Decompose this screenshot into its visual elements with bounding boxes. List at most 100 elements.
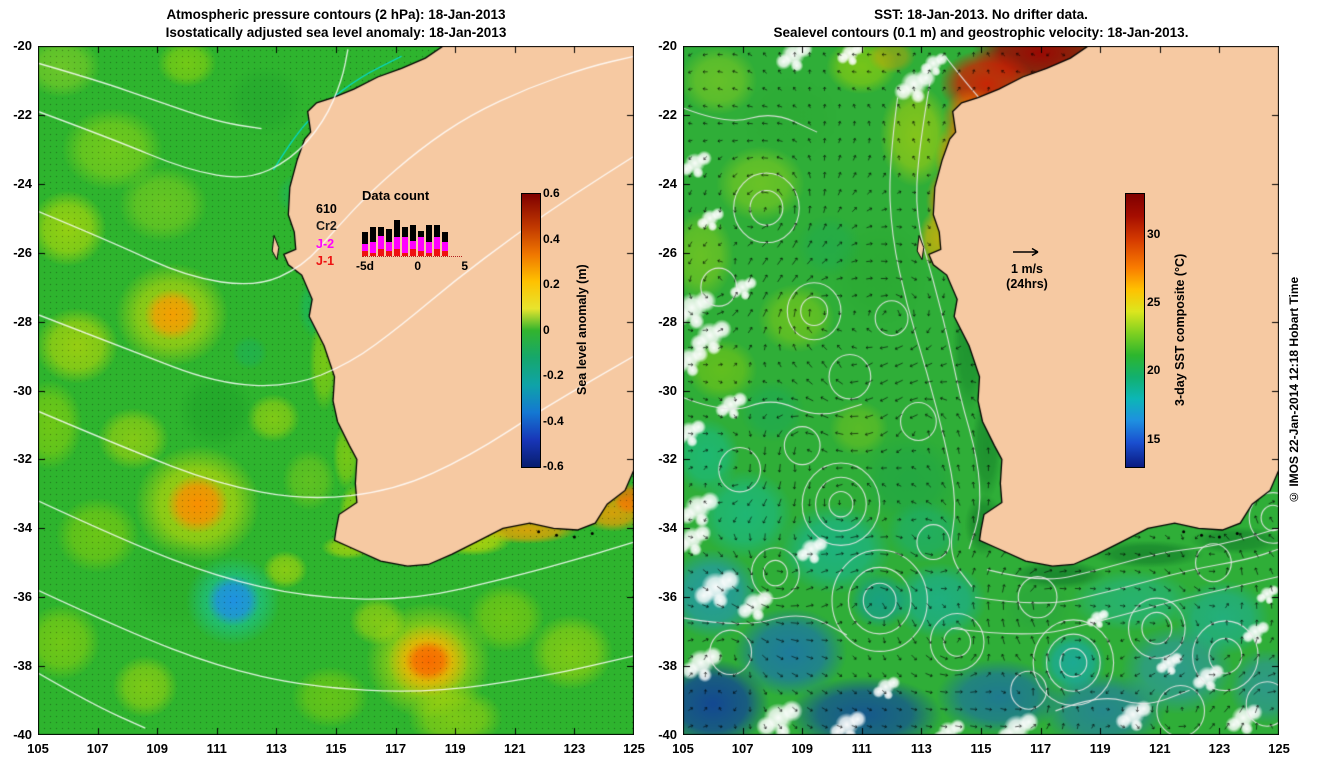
x-tick-label: 115 xyxy=(970,741,992,756)
y-tick-label: -36 xyxy=(13,589,32,605)
colorbar-axis-label: 3-day SST composite (°C) xyxy=(1173,253,1187,406)
x-tick-label: 125 xyxy=(1268,741,1290,756)
x-tick-label: 117 xyxy=(1030,741,1052,756)
colorbar-tick-label: 15 xyxy=(1147,431,1161,446)
x-tick-label: 107 xyxy=(731,741,754,756)
histogram-segment xyxy=(418,250,424,256)
y-tick-label: -30 xyxy=(658,382,677,398)
colorbar-tick-label: -0.2 xyxy=(543,368,564,382)
legend-item-j-2: J-2 xyxy=(316,236,335,251)
y-tick-label: -34 xyxy=(658,520,677,536)
histogram-segment xyxy=(410,240,416,250)
y-tick-label: -22 xyxy=(658,106,677,122)
y-tick-label: -40 xyxy=(13,727,32,742)
data-count-title: Data count xyxy=(362,188,430,203)
legend-item-610: 610 xyxy=(316,202,337,216)
histogram-bar xyxy=(370,227,376,256)
y-tick-label: -28 xyxy=(13,313,32,329)
histogram-segment xyxy=(386,228,392,243)
y-tick-label: -32 xyxy=(13,451,32,467)
legend-item-cr2: Cr2 xyxy=(316,219,337,234)
y-tick-label: -24 xyxy=(13,175,32,191)
right-panel-title-line1: SST: 18-Jan-2013. No drifter data. xyxy=(874,7,1088,22)
histogram-bar xyxy=(394,220,400,256)
histogram-segment xyxy=(378,227,384,236)
y-tick-label: -40 xyxy=(658,727,677,742)
inset-x-tick-label: 5 xyxy=(461,259,468,273)
histogram-segment xyxy=(378,249,384,256)
data-count-inset: Data count 610 Cr2 J-2 J-1 -5d 0 5 xyxy=(316,188,486,292)
x-tick-label: 113 xyxy=(265,741,287,756)
sea-level-colorbar: 0.6 0.4 0.2 0 -0.2 -0.4 -0.6 Sea level anomaly … xyxy=(521,186,597,473)
sst-colorbar: 30 25 20 15 3-day SST composite (°C) xyxy=(1125,193,1195,468)
y-tick-label: -30 xyxy=(13,382,32,398)
histogram-bar xyxy=(386,228,392,256)
colorbar-tick-label: 0.2 xyxy=(543,277,560,291)
left-panel-title-line1: Atmospheric pressure contours (2 hPa): 1… xyxy=(166,7,506,22)
histogram-segment xyxy=(378,235,384,250)
x-tick-label: 105 xyxy=(27,741,49,756)
histogram-bar xyxy=(418,230,424,256)
x-tick-label: 121 xyxy=(1148,741,1171,756)
histogram-segment xyxy=(362,232,368,245)
y-tick-label: -20 xyxy=(658,38,677,53)
data-count-legend: 610 Cr2 J-2 J-1 xyxy=(316,202,337,269)
colorbar-tick-label: 30 xyxy=(1147,226,1161,241)
histogram-segment xyxy=(426,242,432,253)
y-tick-label: -32 xyxy=(658,451,677,467)
right-panel-title-line2: Sealevel contours (0.1 m) and geostrophi… xyxy=(773,25,1189,40)
histogram-segment xyxy=(370,227,376,243)
histogram-segment xyxy=(402,237,408,253)
x-tick-label: 121 xyxy=(503,741,526,756)
y-tick-label: -28 xyxy=(658,313,677,329)
histogram-segment xyxy=(410,225,416,241)
colorbar-tick-label: 25 xyxy=(1147,295,1161,310)
histogram-segment xyxy=(394,237,400,250)
data-count-x-axis-labels: -5d 0 5 xyxy=(356,259,468,273)
y-tick-label: -38 xyxy=(658,658,677,674)
histogram-bar xyxy=(442,232,448,256)
x-tick-label: 125 xyxy=(623,741,645,756)
y-tick-label: -34 xyxy=(13,520,32,536)
y-tick-label: -26 xyxy=(13,244,32,260)
histogram-segment xyxy=(370,252,376,256)
histogram-bar xyxy=(378,227,384,256)
x-tick-label: 107 xyxy=(86,741,109,756)
data-count-bars xyxy=(362,206,462,257)
x-tick-label: 113 xyxy=(910,741,932,756)
colorbar-gradient xyxy=(521,193,541,468)
x-tick-label: 105 xyxy=(672,741,694,756)
histogram-segment xyxy=(442,250,448,256)
histogram-segment xyxy=(402,227,408,238)
histogram-segment xyxy=(394,249,400,256)
histogram-segment xyxy=(362,244,368,251)
inset-x-tick-label: 0 xyxy=(414,259,421,273)
histogram-segment xyxy=(426,252,432,256)
histogram-segment xyxy=(402,252,408,256)
velocity-period-label: (24hrs) xyxy=(1006,277,1048,292)
x-tick-label: 123 xyxy=(563,741,586,756)
y-tick-label: -20 xyxy=(13,38,32,53)
velocity-arrow-icon xyxy=(1013,247,1039,257)
sst-map xyxy=(683,46,1279,735)
histogram-bar xyxy=(362,232,368,256)
y-tick-label: -26 xyxy=(658,244,677,260)
colorbar-tick-label: 20 xyxy=(1147,363,1161,378)
histogram-bar xyxy=(426,225,432,256)
histogram-segment xyxy=(426,225,432,243)
legend-item-j-1: J-1 xyxy=(316,254,335,269)
x-tick-label: 111 xyxy=(206,741,227,756)
x-tick-label: 111 xyxy=(851,741,872,756)
colorbar-tick-label: 0.4 xyxy=(543,231,560,246)
x-tick-label: 115 xyxy=(325,741,347,756)
y-tick-label: -36 xyxy=(658,589,677,605)
histogram-segment xyxy=(434,249,440,256)
x-tick-label: 117 xyxy=(385,741,407,756)
colorbar-axis-label: Sea level anomaly (m) xyxy=(575,264,589,395)
left-plot-area: Data count 610 Cr2 J-2 J-1 -5d 0 5 0.6 0.4 0.2 0… xyxy=(38,46,634,735)
histogram-bar xyxy=(434,225,440,256)
histogram-segment xyxy=(394,220,400,238)
histogram-segment xyxy=(442,232,448,243)
x-tick-label: 109 xyxy=(791,741,814,756)
